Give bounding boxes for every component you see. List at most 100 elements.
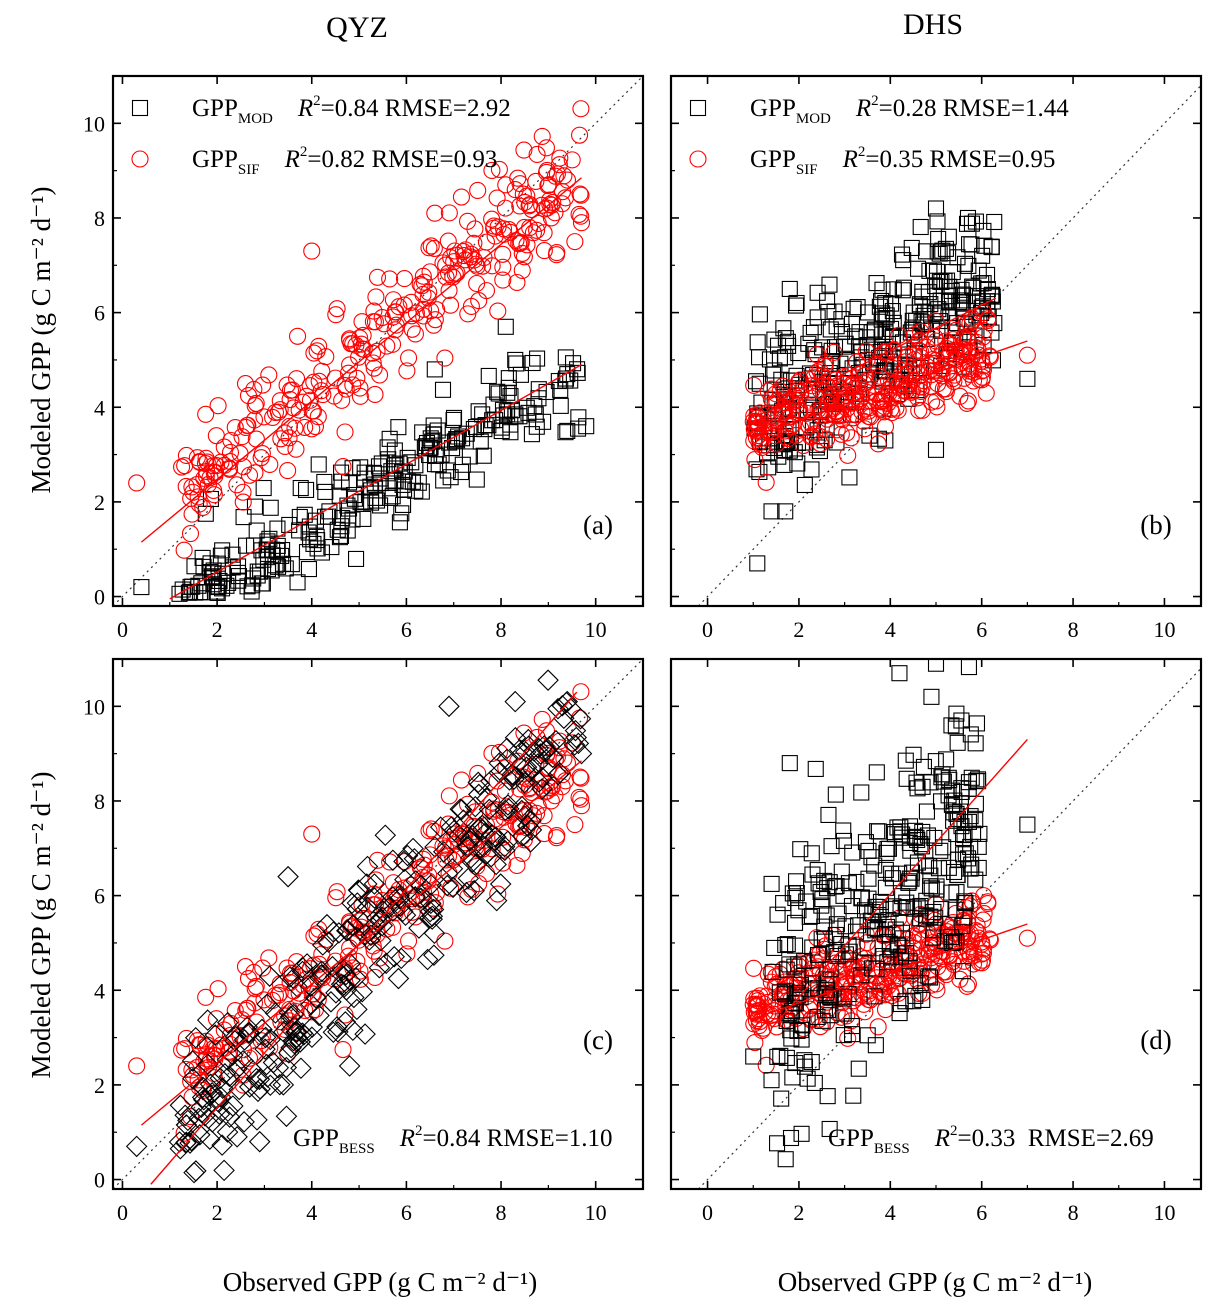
data-point-sif xyxy=(468,257,486,275)
data-point-bess xyxy=(820,806,837,823)
data-point-sif xyxy=(309,408,327,426)
data-point-bess xyxy=(346,898,369,921)
data-point-mod xyxy=(332,527,350,544)
data-point-bess xyxy=(515,756,538,778)
data-point-mod xyxy=(499,384,516,401)
data-point-sif xyxy=(533,710,551,728)
data-point-bess xyxy=(256,1066,279,1088)
data-point-mod xyxy=(940,293,958,310)
data-point-sif xyxy=(421,263,439,281)
data-point-bess xyxy=(813,931,830,948)
data-point-bess xyxy=(809,861,826,879)
data-point-sif xyxy=(844,409,862,427)
data-point-bess xyxy=(968,715,986,732)
data-point-bess xyxy=(960,659,977,676)
data-point-sif xyxy=(566,233,584,251)
data-point-bess xyxy=(254,1038,276,1060)
data-point-mod xyxy=(344,460,361,477)
data-point-sif xyxy=(800,417,818,435)
data-point-mod xyxy=(953,281,970,298)
data-point-sif xyxy=(272,430,290,448)
data-point-sif xyxy=(350,348,368,366)
x-tick-label: 8 xyxy=(1068,617,1079,642)
data-point-sif xyxy=(452,771,471,789)
data-point-bess xyxy=(316,913,338,936)
data-point-bess xyxy=(419,900,441,923)
data-point-bess xyxy=(436,862,459,885)
y-tick-label: 10 xyxy=(83,111,105,136)
data-point-bess xyxy=(267,1056,290,1079)
data-point-bess xyxy=(264,1002,287,1024)
data-point-mod xyxy=(809,309,826,326)
data-point-sif xyxy=(789,374,807,392)
data-point-bess xyxy=(488,752,511,774)
data-point-bess xyxy=(827,926,844,944)
data-point-sif xyxy=(183,478,201,496)
data-point-bess xyxy=(283,1032,306,1055)
data-point-bess xyxy=(947,718,964,735)
data-point-mod xyxy=(960,257,977,274)
data-point-bess xyxy=(311,934,334,956)
data-point-bess xyxy=(898,770,915,787)
data-point-sif xyxy=(228,476,246,494)
data-point-mod xyxy=(255,479,272,497)
data-point-bess xyxy=(481,823,503,846)
plot-area xyxy=(113,76,643,606)
data-point-bess xyxy=(828,944,845,961)
data-point-bess xyxy=(354,1023,376,1045)
data-point-bess xyxy=(936,933,953,950)
data-point-sif xyxy=(173,458,191,476)
data-point-sif xyxy=(964,372,983,390)
data-point-sif xyxy=(861,982,879,1000)
data-point-sif xyxy=(422,237,440,255)
data-point-bess xyxy=(272,1074,295,1096)
data-point-bess xyxy=(817,985,834,1002)
data-point-mod xyxy=(269,537,286,554)
data-point-sif xyxy=(810,1010,828,1028)
data-point-mod xyxy=(497,318,514,335)
data-point-sif xyxy=(459,305,477,323)
data-point-bess xyxy=(358,929,381,951)
series-sif xyxy=(744,304,1036,491)
data-point-mod xyxy=(203,568,220,585)
data-point-mod xyxy=(796,476,813,494)
data-point-sif xyxy=(928,398,946,416)
data-point-sif xyxy=(439,815,457,833)
legend-marker-bess xyxy=(782,1129,800,1147)
data-point-sif xyxy=(283,381,301,399)
data-point-sif xyxy=(254,376,272,394)
data-point-sif xyxy=(301,377,319,395)
data-point-sif xyxy=(945,341,964,359)
data-point-mod xyxy=(442,469,459,486)
data-point-sif xyxy=(842,429,860,447)
panel-label: (d) xyxy=(1140,1025,1171,1055)
data-point-mod xyxy=(229,564,246,581)
data-point-sif xyxy=(748,998,766,1016)
data-point-bess xyxy=(864,904,881,921)
data-point-mod xyxy=(958,215,976,232)
data-point-mod xyxy=(331,529,348,546)
data-point-bess xyxy=(835,1027,852,1044)
legend-entry-sif: GPPSIF R2=0.82 RMSE=0.93 xyxy=(131,144,497,178)
data-point-bess xyxy=(213,1159,235,1182)
data-point-mod xyxy=(806,342,823,359)
data-point-bess xyxy=(810,875,827,892)
data-point-bess xyxy=(932,793,950,810)
data-point-sif xyxy=(351,387,369,405)
data-point-sif xyxy=(395,270,414,288)
data-point-sif xyxy=(1018,346,1036,364)
data-point-bess xyxy=(771,984,788,1001)
data-point-bess xyxy=(320,991,342,1013)
x-axis-label-left: Observed GPP (g C m⁻² d⁻¹) xyxy=(223,1267,537,1297)
data-point-mod xyxy=(895,279,913,296)
data-point-bess xyxy=(805,975,822,992)
data-point-bess xyxy=(879,954,896,971)
data-point-bess xyxy=(967,812,984,829)
data-point-sif xyxy=(384,308,402,326)
data-point-bess xyxy=(781,755,798,772)
data-point-bess xyxy=(915,758,932,775)
data-point-sif xyxy=(128,474,146,492)
data-point-bess xyxy=(784,1069,801,1086)
data-point-sif xyxy=(558,171,577,189)
data-point-sif xyxy=(805,368,823,386)
